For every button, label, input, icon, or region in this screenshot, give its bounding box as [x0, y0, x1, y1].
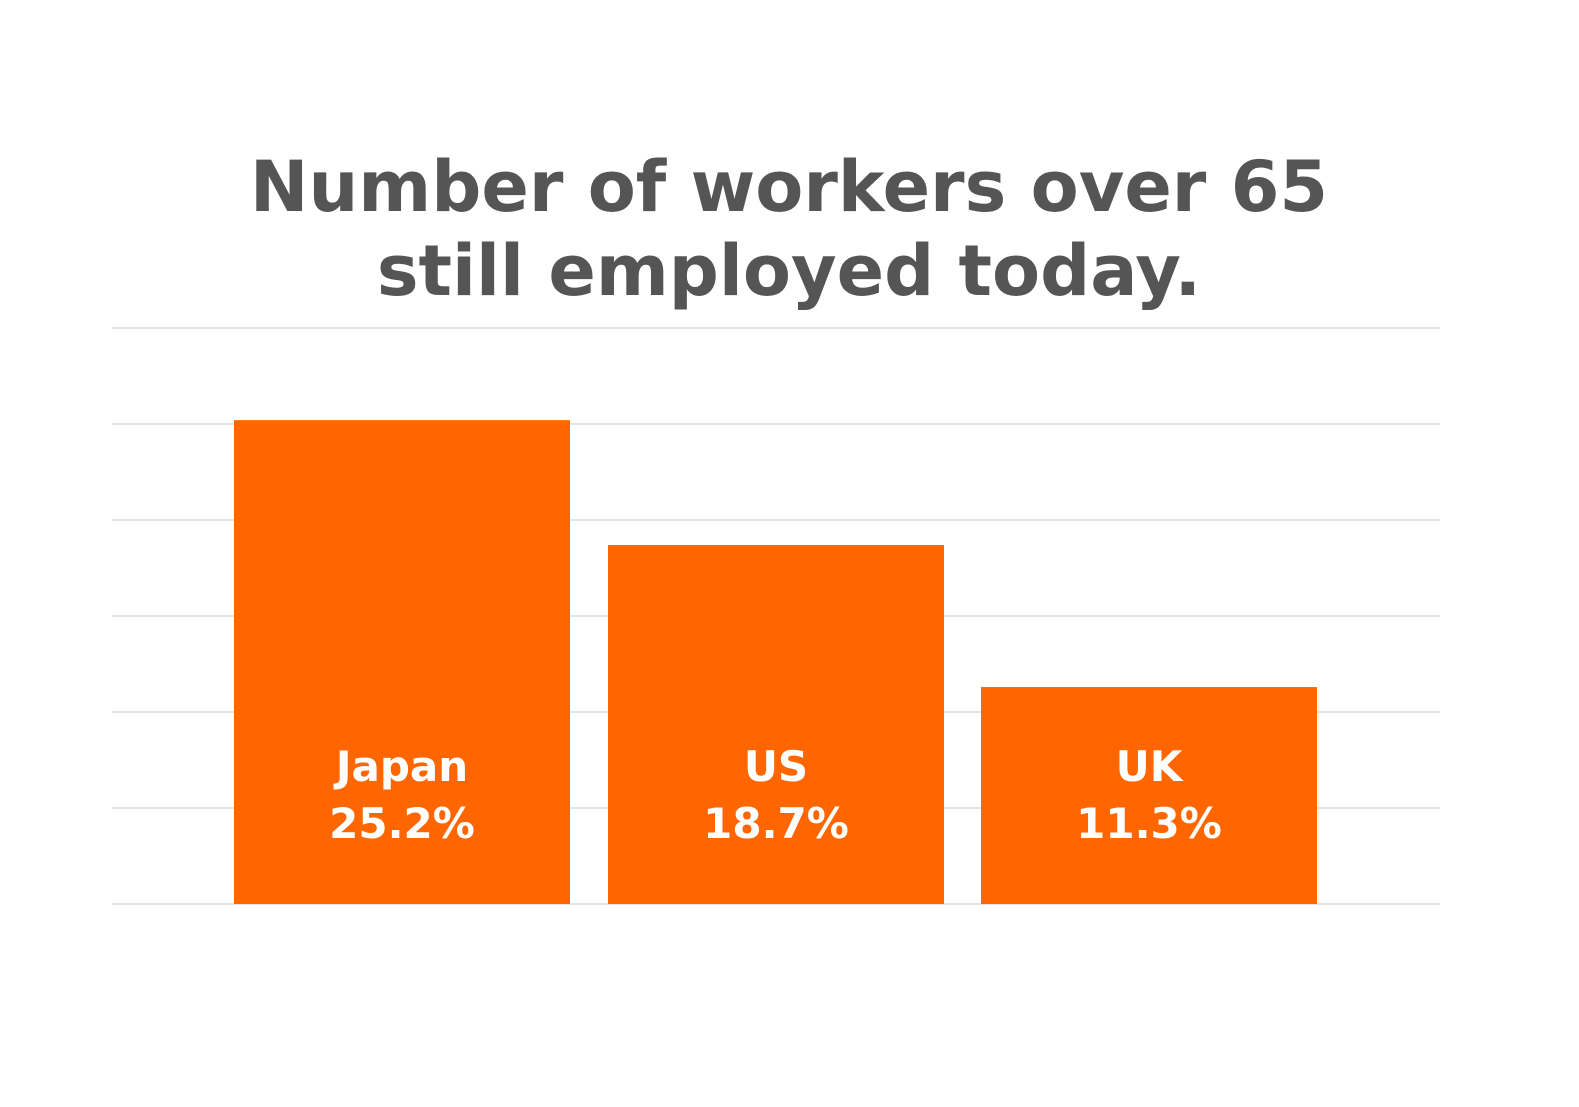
bar-uk — [981, 687, 1317, 904]
value-label-uk: 11.3% — [1076, 799, 1222, 848]
category-label-us: US — [744, 742, 808, 791]
value-label-japan: 25.2% — [329, 799, 475, 848]
bar-japan — [234, 420, 570, 904]
category-label-uk: UK — [1116, 742, 1184, 791]
value-label-us: 18.7% — [703, 799, 849, 848]
category-label-japan: Japan — [333, 742, 468, 791]
bar-labels: Japan 25.2% US 18.7% UK 11.3% — [329, 742, 1222, 848]
bars — [234, 420, 1317, 904]
chart-title-line-1: Number of workers over 65 — [250, 146, 1328, 228]
chart-title-line-2: still employed today. — [377, 230, 1201, 312]
bar-us — [608, 544, 944, 904]
